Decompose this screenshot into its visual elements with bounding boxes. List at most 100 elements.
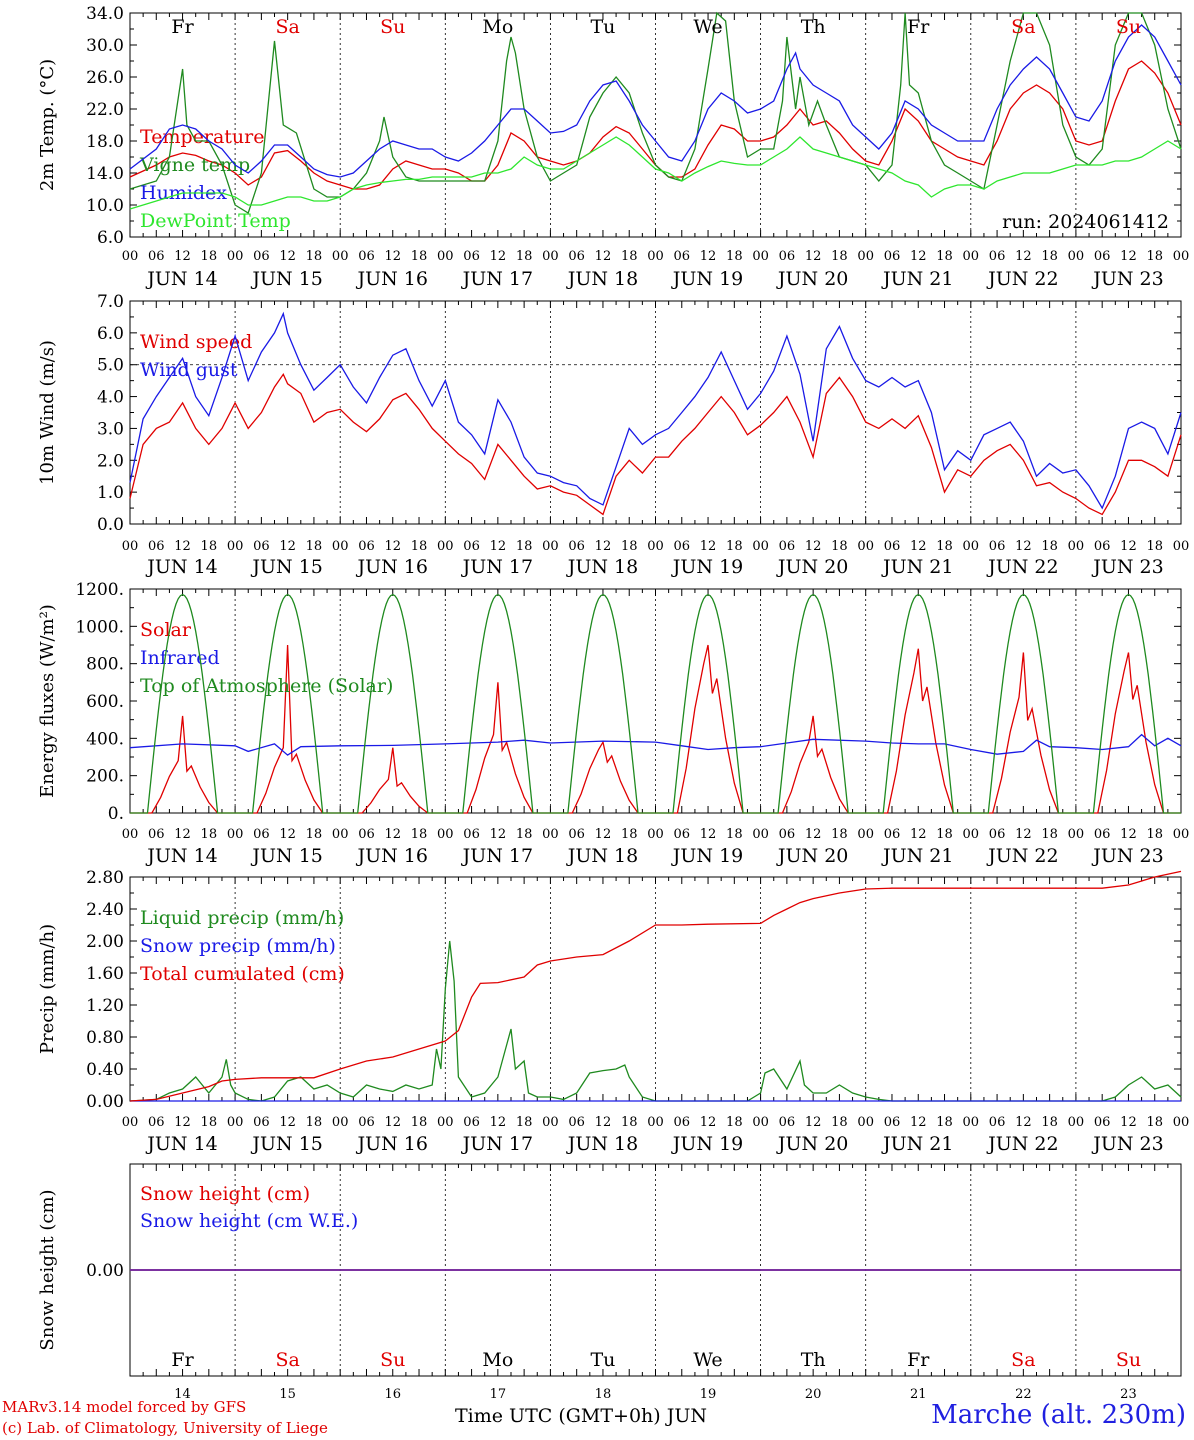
hour-tick-label: 18 — [1041, 249, 1058, 264]
hour-tick-label: 12 — [384, 539, 401, 554]
hour-tick-label: 12 — [490, 539, 507, 554]
hour-tick-label: 18 — [831, 1115, 848, 1130]
hour-tick-label: 00 — [647, 539, 664, 554]
hour-tick-label: 00 — [437, 539, 454, 554]
y-tick-label: 6.0 — [97, 228, 124, 248]
y-tick-label: 0.40 — [86, 1060, 124, 1080]
hour-tick-label: 12 — [910, 539, 927, 554]
date-label: JUN 22 — [986, 1133, 1058, 1155]
date-label: JUN 18 — [566, 845, 638, 867]
y-tick-label: 18.0 — [86, 132, 124, 152]
date-label: JUN 15 — [250, 556, 322, 578]
hour-tick-label: 00 — [122, 1115, 139, 1130]
date-label: JUN 19 — [671, 556, 743, 578]
day-name-top: Sa — [1011, 16, 1035, 38]
hour-tick-label: 12 — [700, 1115, 717, 1130]
y-tick-label: 6.0 — [97, 324, 124, 344]
legend-entry: Infrared — [140, 647, 220, 669]
date-label: JUN 20 — [776, 845, 848, 867]
hour-tick-label: 00 — [122, 539, 139, 554]
date-label: JUN 21 — [881, 1133, 953, 1155]
date-label: JUN 16 — [356, 845, 428, 867]
hour-tick-label: 06 — [253, 539, 270, 554]
series-line-temperature-3 — [129, 136, 1182, 210]
hour-tick-label: 06 — [989, 249, 1006, 264]
date-label: JUN 15 — [250, 845, 322, 867]
run-annotation: run: 2024061412 — [1002, 211, 1169, 233]
date-label: JUN 18 — [566, 556, 638, 578]
hour-tick-label: 00 — [227, 827, 244, 842]
hour-tick-label: 12 — [805, 827, 822, 842]
hour-tick-label: 00 — [1068, 539, 1085, 554]
hour-tick-label: 18 — [621, 539, 638, 554]
date-label: JUN 20 — [776, 556, 848, 578]
legend-entry: Solar — [140, 619, 192, 641]
hour-tick-label: 06 — [1094, 827, 1111, 842]
date-label: JUN 16 — [356, 556, 428, 578]
day-name-top: Su — [1116, 16, 1141, 38]
y-tick-label: 1000. — [75, 617, 124, 637]
date-label: JUN 17 — [461, 556, 533, 578]
date-label: JUN 17 — [461, 845, 533, 867]
hour-tick-label: 06 — [884, 249, 901, 264]
hour-tick-label: 06 — [253, 1115, 270, 1130]
hour-tick-label: 06 — [358, 539, 375, 554]
hour-tick-label: 12 — [279, 1115, 296, 1130]
day-name-bottom: Mo — [482, 1349, 513, 1371]
legend-entry: Liquid precip (mm/h) — [140, 907, 344, 929]
legend-entry: Snow height (cm W.E.) — [140, 1210, 358, 1232]
hour-tick-label: 12 — [174, 1115, 191, 1130]
legend-entry: Total cumulated (cm) — [140, 963, 345, 985]
hour-tick-label: 12 — [384, 827, 401, 842]
hour-tick-label: 06 — [884, 827, 901, 842]
hour-tick-label: 00 — [542, 249, 559, 264]
hour-tick-label: 12 — [1015, 1115, 1032, 1130]
hour-tick-label: 06 — [148, 249, 165, 264]
date-label: JUN 15 — [250, 268, 322, 290]
legend-entry: Top of Atmosphere (Solar) — [140, 675, 393, 697]
series-line-wind-1 — [129, 311, 1182, 510]
date-label: JUN 21 — [881, 845, 953, 867]
hour-tick-label: 00 — [857, 249, 874, 264]
day-name-bottom: Sa — [275, 1349, 299, 1371]
hour-tick-label: 06 — [253, 249, 270, 264]
date-label: JUN 14 — [145, 268, 217, 290]
date-label: JUN 20 — [776, 1133, 848, 1155]
day-name-top: Th — [801, 16, 826, 38]
hour-tick-label: 12 — [1120, 249, 1137, 264]
y-tick-label: 0. — [108, 804, 124, 824]
hour-tick-label: 00 — [332, 827, 349, 842]
y-axis-label: 2m Temp. (°C) — [37, 59, 58, 191]
day-name-top: Sa — [275, 16, 299, 38]
hour-tick-label: 18 — [831, 249, 848, 264]
hour-tick-label: 12 — [700, 249, 717, 264]
y-tick-label: 4.0 — [97, 388, 124, 408]
day-number: 18 — [595, 1387, 612, 1402]
hour-tick-label: 12 — [1015, 539, 1032, 554]
day-name-bottom: Su — [1116, 1349, 1141, 1371]
hour-tick-label: 12 — [174, 539, 191, 554]
hour-tick-label: 06 — [884, 1115, 901, 1130]
date-label: JUN 16 — [356, 268, 428, 290]
hour-tick-label: 00 — [437, 827, 454, 842]
hour-tick-label: 00 — [542, 1115, 559, 1130]
hour-tick-label: 18 — [411, 539, 428, 554]
day-name-bottom: We — [693, 1349, 722, 1371]
legend-entry: Snow precip (mm/h) — [140, 935, 336, 957]
y-tick-label: 22.0 — [86, 100, 124, 120]
day-number: 20 — [805, 1387, 822, 1402]
hour-tick-label: 00 — [437, 249, 454, 264]
hour-tick-label: 12 — [1015, 249, 1032, 264]
y-tick-label: 1.20 — [86, 996, 124, 1016]
hour-tick-label: 06 — [568, 539, 585, 554]
y-tick-label: 5.0 — [97, 356, 124, 376]
hour-tick-label: 00 — [963, 827, 980, 842]
day-name-top: Mo — [482, 16, 513, 38]
hour-tick-label: 06 — [1094, 249, 1111, 264]
date-label: JUN 19 — [671, 1133, 743, 1155]
series-line-temperature-1 — [129, 11, 1182, 214]
hour-tick-label: 12 — [595, 249, 612, 264]
hour-tick-label: 00 — [1068, 249, 1085, 264]
date-label: JUN 23 — [1091, 845, 1163, 867]
day-number: 14 — [174, 1387, 191, 1402]
